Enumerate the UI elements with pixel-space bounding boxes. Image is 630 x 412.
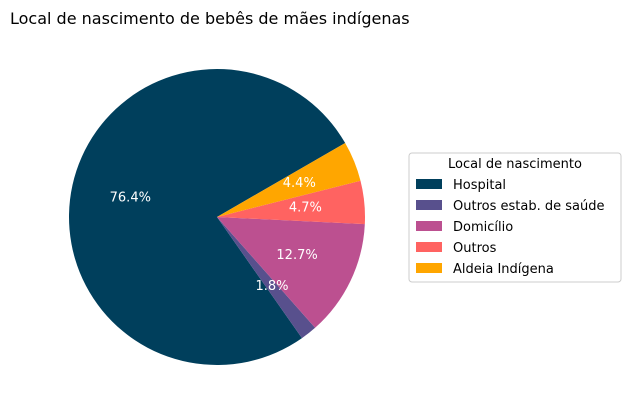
legend-label-outros: Outros (453, 241, 497, 256)
legend-swatch-outros (416, 242, 442, 252)
pct-label-outros-estab-de-saude: 1.8% (255, 279, 288, 294)
legend-label-aldeia-indigena: Aldeia Indígena (453, 262, 554, 277)
pie-slice-hospital (69, 69, 346, 366)
legend-swatch-aldeia-indigena (416, 263, 442, 273)
pct-label-hospital: 76.4% (110, 190, 151, 205)
legend-label-domicilio: Domicílio (453, 220, 513, 235)
pct-label-aldeia-indigena: 4.4% (283, 176, 316, 191)
legend-frame (408, 152, 622, 283)
legend: Local de nascimento Hospital Outros estab… (408, 152, 622, 283)
pie-slice-aldeia-indigena (217, 143, 361, 217)
legend-label-outros-estab-de-saude: Outros estab. de saúde (453, 199, 604, 214)
legend-swatch-domicilio (416, 221, 442, 231)
chart-title: Local de nascimento de bebês de mães ind… (10, 9, 410, 28)
pie-slice-outros (217, 180, 365, 225)
pie-slice-domicilio (217, 217, 365, 328)
legend-label-hospital: Hospital (453, 178, 506, 193)
legend-swatch-outros-estab-de-saude (416, 200, 442, 210)
pct-label-outros: 4.7% (289, 201, 322, 216)
pie-slices (69, 69, 365, 366)
legend-title: Local de nascimento (448, 157, 582, 172)
pie-percent-labels: 76.4% 1.8% 12.7% 4.7% 4.4% (110, 176, 322, 294)
pie-slice-outros-estab-de-saude (217, 217, 316, 339)
legend-swatch-hospital (416, 179, 442, 189)
legend-items: Hospital Outros estab. de saúde Domicílio O… (416, 178, 604, 277)
pct-label-domicilio: 12.7% (276, 248, 317, 263)
